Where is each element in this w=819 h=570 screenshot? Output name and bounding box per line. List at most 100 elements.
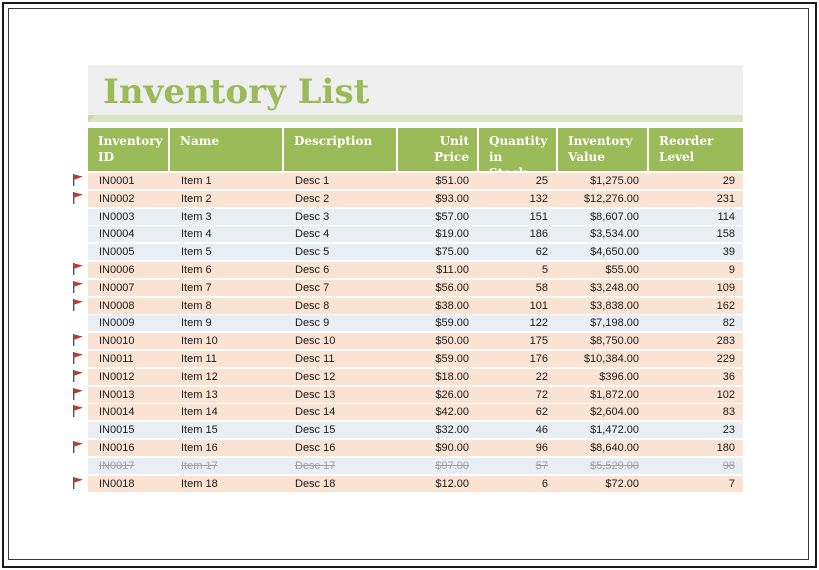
cell-id: IN0003 <box>99 211 135 223</box>
table-row[interactable]: IN0010 Item 10 Desc 10 $50.00 175 $8,750.00 28… <box>88 333 743 349</box>
cell-qty: 96 <box>535 442 548 454</box>
cell-desc: Desc 15 <box>295 424 336 436</box>
column-header-reorder[interactable]: Reorder Level <box>649 128 743 171</box>
cell-reorder: 23 <box>722 424 735 436</box>
cell-qty: 58 <box>535 282 548 294</box>
flag-icon <box>73 352 83 364</box>
table-row[interactable]: IN0003 Item 3 Desc 3 $57.00 151 $8,607.00 114 <box>88 209 743 225</box>
cell-price: $26.00 <box>435 389 469 401</box>
cell-desc: Desc 2 <box>295 193 330 205</box>
cell-qty: 57 <box>535 460 548 472</box>
table-row[interactable]: IN0005 Item 5 Desc 5 $75.00 62 $4,650.00 39 <box>88 244 743 260</box>
cell-qty: 101 <box>529 300 548 312</box>
cell-price: $93.00 <box>435 193 469 205</box>
cell-qty: 62 <box>535 246 548 258</box>
cell-id: IN0008 <box>99 300 135 312</box>
column-header-qty[interactable]: Quantity inStock <box>479 128 556 180</box>
cell-value: $55.00 <box>605 264 639 276</box>
cell-qty: 25 <box>535 175 548 187</box>
cell-qty: 72 <box>535 389 548 401</box>
table-row[interactable]: IN0001 Item 1 Desc 1 $51.00 25 $1,275.00 29 <box>88 173 743 189</box>
cell-value: $7,198.00 <box>590 317 639 329</box>
cell-name: Item 5 <box>181 246 212 258</box>
cell-price: $56.00 <box>435 282 469 294</box>
column-header-line2: ID <box>98 150 115 164</box>
cell-value: $3,838.00 <box>590 300 639 312</box>
table-row[interactable]: IN0007 Item 7 Desc 7 $56.00 58 $3,248.00 109 <box>88 280 743 296</box>
cell-desc: Desc 18 <box>295 478 336 490</box>
cell-price: $51.00 <box>435 175 469 187</box>
cell-value: $12,276.00 <box>583 193 639 205</box>
column-header-line1: Description <box>294 134 373 148</box>
cell-value: $1,472.00 <box>590 424 639 436</box>
cell-id: IN0011 <box>99 353 134 365</box>
flag-icon <box>73 192 83 204</box>
cell-id: IN0010 <box>99 335 135 347</box>
table-row[interactable]: IN0015 Item 15 Desc 15 $32.00 46 $1,472.00 23 <box>88 422 743 438</box>
cell-id: IN0007 <box>99 282 135 294</box>
cell-name: Item 16 <box>181 442 218 454</box>
table-row[interactable]: IN0016 Item 16 Desc 16 $90.00 96 $8,640.00 180 <box>88 440 743 456</box>
cell-name: Item 7 <box>181 282 212 294</box>
cell-name: Item 15 <box>181 424 218 436</box>
table-row[interactable]: IN0004 Item 4 Desc 4 $19.00 186 $3,534.00 158 <box>88 226 743 242</box>
cell-price: $59.00 <box>435 317 469 329</box>
cell-qty: 176 <box>529 353 548 365</box>
table-row[interactable]: IN0008 Item 8 Desc 8 $38.00 101 $3,838.00 162 <box>88 298 743 314</box>
table-row[interactable]: IN0013 Item 13 Desc 13 $26.00 72 $1,872.00 102 <box>88 387 743 403</box>
column-header-value[interactable]: Inventory Value <box>558 128 647 171</box>
cell-reorder: 109 <box>716 282 735 294</box>
cell-qty: 6 <box>541 478 548 490</box>
cell-reorder: 283 <box>716 335 735 347</box>
table-row[interactable]: IN0009 Item 9 Desc 9 $59.00 122 $7,198.00 82 <box>88 315 743 331</box>
table-row[interactable]: IN0017 Item 17 Desc 17 $97.00 57 $5,529.00 98 <box>88 458 743 474</box>
column-header-desc[interactable]: Description <box>284 128 396 171</box>
cell-reorder: 83 <box>722 406 735 418</box>
cell-reorder: 9 <box>728 264 735 276</box>
cell-name: Item 12 <box>181 371 218 383</box>
cell-value: $8,750.00 <box>590 335 639 347</box>
cell-name: Item 8 <box>181 300 212 312</box>
cell-name: Item 11 <box>181 353 217 365</box>
cell-value: $10,384.00 <box>583 353 639 365</box>
cell-price: $38.00 <box>435 300 469 312</box>
cell-value: $4,650.00 <box>590 246 639 258</box>
flag-icon <box>73 388 83 400</box>
cell-reorder: 98 <box>722 460 735 472</box>
cell-name: Item 2 <box>181 193 212 205</box>
column-header-name[interactable]: Name <box>170 128 282 171</box>
flag-icon <box>73 370 83 382</box>
cell-reorder: 180 <box>716 442 735 454</box>
cell-id: IN0002 <box>99 193 135 205</box>
table-row[interactable]: IN0011 Item 11 Desc 11 $59.00 176 $10,384.00 2… <box>88 351 743 367</box>
cell-desc: Desc 3 <box>295 211 330 223</box>
column-header-price[interactable]: Unit Price <box>398 128 477 171</box>
cell-reorder: 229 <box>716 353 735 365</box>
cell-value: $3,534.00 <box>590 228 639 240</box>
cell-qty: 62 <box>535 406 548 418</box>
table-row[interactable]: IN0002 Item 2 Desc 2 $93.00 132 $12,276.00 231 <box>88 191 743 207</box>
cell-id: IN0005 <box>99 246 135 258</box>
table-row[interactable]: IN0014 Item 14 Desc 14 $42.00 62 $2,604.00 83 <box>88 404 743 420</box>
cell-id: IN0017 <box>99 460 135 472</box>
table-row[interactable]: IN0006 Item 6 Desc 6 $11.00 5 $55.00 9 <box>88 262 743 278</box>
column-header-id[interactable]: Inventory ID <box>88 128 168 171</box>
cell-id: IN0004 <box>99 228 135 240</box>
title-banner <box>88 65 743 115</box>
cell-price: $59.00 <box>435 353 469 365</box>
cell-price: $18.00 <box>435 371 469 383</box>
table-row[interactable]: IN0018 Item 18 Desc 18 $12.00 6 $72.00 7 <box>88 476 743 492</box>
cell-id: IN0012 <box>99 371 135 383</box>
column-header-line1: Unit Price <box>434 134 469 164</box>
column-header-line2: Value <box>568 150 605 164</box>
cell-name: Item 14 <box>181 406 218 418</box>
cell-desc: Desc 5 <box>295 246 330 258</box>
cell-qty: 122 <box>529 317 548 329</box>
cell-name: Item 1 <box>181 175 212 187</box>
cell-desc: Desc 6 <box>295 264 330 276</box>
cell-reorder: 82 <box>722 317 735 329</box>
cell-id: IN0013 <box>99 389 135 401</box>
table-row[interactable]: IN0012 Item 12 Desc 12 $18.00 22 $396.00 36 <box>88 369 743 385</box>
flag-icon <box>73 334 83 346</box>
